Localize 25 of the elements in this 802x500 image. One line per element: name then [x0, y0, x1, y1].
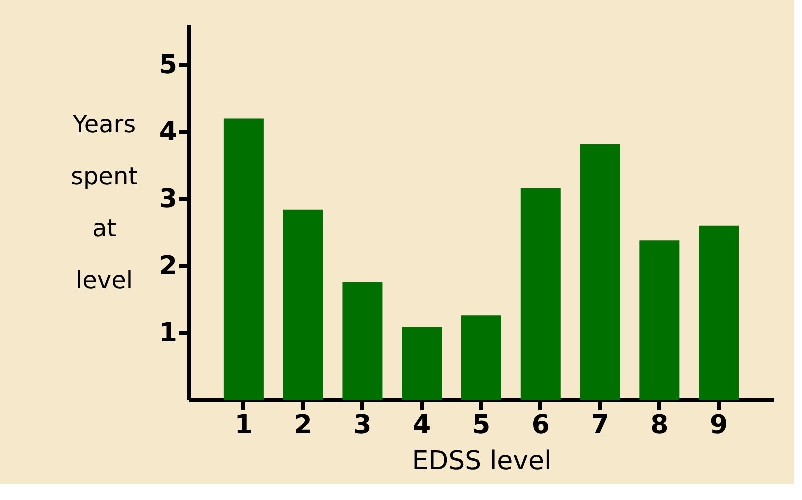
bar [640, 240, 680, 400]
bar [699, 226, 740, 400]
x-tick-label: 4 [413, 410, 432, 440]
x-tick-label: 9 [710, 410, 728, 440]
x-tick-label: 3 [354, 410, 372, 440]
x-tick-label: 1 [234, 410, 253, 440]
x-axis-title: EDSS level [412, 446, 552, 476]
bar [402, 327, 442, 400]
x-tick-label: 2 [294, 410, 312, 440]
x-tick-label: 8 [650, 410, 669, 440]
x-tick-label: 5 [472, 410, 491, 440]
bar [580, 144, 620, 400]
y-axis-title: Years spent at level [70, 110, 138, 294]
y-tick-label: 2 [159, 252, 178, 282]
bar [342, 282, 383, 400]
x-tick-label: 7 [591, 410, 610, 440]
bar [224, 118, 264, 400]
y-tick-label: 4 [159, 118, 178, 148]
x-tick-label: 6 [532, 410, 550, 440]
y-tick-label: 3 [159, 184, 178, 215]
bar [283, 210, 324, 400]
bar [520, 188, 561, 400]
bar [462, 316, 502, 400]
y-tick-label: 5 [159, 50, 178, 81]
y-tick-label: 1 [159, 318, 178, 349]
